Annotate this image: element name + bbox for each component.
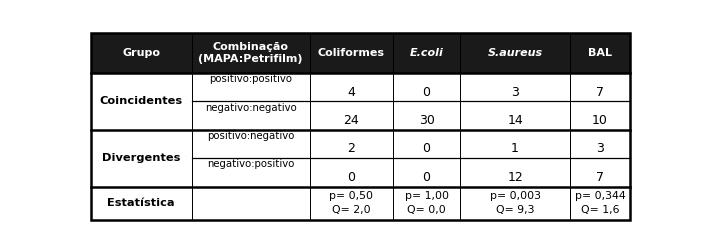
Text: Divergentes: Divergentes: [102, 153, 181, 163]
Bar: [460, 186, 570, 220]
Text: 14: 14: [507, 114, 523, 127]
Text: BAL: BAL: [588, 48, 612, 58]
Bar: [192, 130, 310, 158]
Text: 0: 0: [423, 142, 430, 156]
Bar: [310, 102, 393, 130]
Text: negativo:positivo: negativo:positivo: [207, 160, 295, 170]
Text: negativo:negativo: negativo:negativo: [205, 103, 297, 113]
Text: p= 1,00
Q= 0,0: p= 1,00 Q= 0,0: [405, 192, 449, 215]
Text: 24: 24: [344, 114, 359, 127]
Bar: [192, 102, 310, 130]
Text: 2: 2: [347, 142, 355, 156]
Text: S.aureus: S.aureus: [487, 48, 543, 58]
Bar: [570, 73, 630, 102]
Text: Coincidentes: Coincidentes: [100, 96, 183, 106]
Bar: [570, 130, 630, 158]
Text: 30: 30: [419, 114, 434, 127]
Text: 7: 7: [596, 171, 604, 184]
Text: Combinação
(MAPA:Petrifilm): Combinação (MAPA:Petrifilm): [198, 42, 303, 64]
Bar: [192, 73, 310, 102]
Bar: [310, 130, 393, 158]
Bar: [393, 158, 460, 186]
Bar: [192, 186, 310, 220]
Text: Grupo: Grupo: [122, 48, 160, 58]
Bar: [460, 158, 570, 186]
Bar: [192, 158, 310, 186]
Text: 0: 0: [423, 86, 430, 99]
Bar: [393, 186, 460, 220]
Bar: [393, 73, 460, 102]
Bar: [91, 130, 192, 186]
Bar: [570, 33, 630, 73]
Bar: [393, 130, 460, 158]
Text: Estatística: Estatística: [108, 198, 175, 208]
Bar: [91, 73, 192, 130]
Text: Coliformes: Coliformes: [318, 48, 385, 58]
Bar: [393, 33, 460, 73]
Bar: [91, 33, 192, 73]
Bar: [310, 73, 393, 102]
Text: 4: 4: [347, 86, 355, 99]
Text: 7: 7: [596, 86, 604, 99]
Text: p= 0,344
Q= 1,6: p= 0,344 Q= 1,6: [574, 192, 625, 215]
Text: 3: 3: [596, 142, 604, 156]
Text: 0: 0: [423, 171, 430, 184]
Bar: [460, 130, 570, 158]
Bar: [91, 186, 192, 220]
Text: E.coli: E.coli: [410, 48, 444, 58]
Text: positivo:positivo: positivo:positivo: [209, 74, 292, 84]
Text: positivo:negativo: positivo:negativo: [207, 131, 295, 141]
Bar: [570, 186, 630, 220]
Text: p= 0,50
Q= 2,0: p= 0,50 Q= 2,0: [329, 192, 373, 215]
Bar: [310, 158, 393, 186]
Text: 1: 1: [511, 142, 519, 156]
Bar: [310, 33, 393, 73]
Text: 12: 12: [507, 171, 523, 184]
Bar: [310, 186, 393, 220]
Bar: [460, 73, 570, 102]
Bar: [192, 33, 310, 73]
Bar: [460, 33, 570, 73]
Text: 0: 0: [347, 171, 355, 184]
Text: 10: 10: [592, 114, 608, 127]
Bar: [393, 102, 460, 130]
Text: 3: 3: [511, 86, 519, 99]
Bar: [570, 158, 630, 186]
Bar: [460, 102, 570, 130]
Text: p= 0,003
Q= 9,3: p= 0,003 Q= 9,3: [489, 192, 541, 215]
Bar: [570, 102, 630, 130]
